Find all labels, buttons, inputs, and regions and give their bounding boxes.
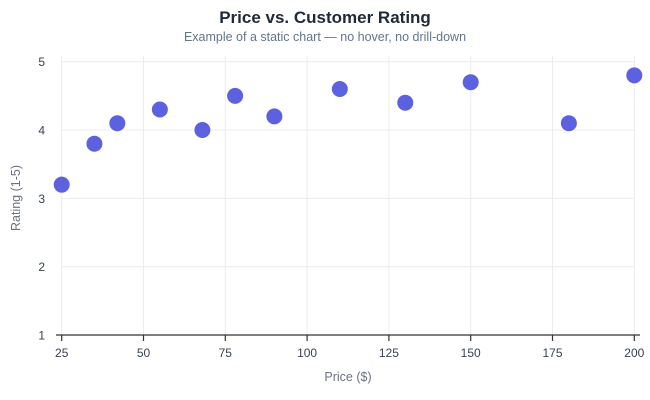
x-tick-label: 150 [461, 346, 481, 360]
x-tick-label: 50 [137, 346, 151, 360]
data-point [194, 122, 211, 139]
x-tick-label: 25 [55, 346, 69, 360]
y-tick-label: 3 [38, 192, 45, 206]
data-point [53, 176, 70, 193]
data-point [109, 115, 126, 132]
x-tick-label: 175 [542, 346, 562, 360]
chart-title: Price vs. Customer Rating [219, 8, 431, 27]
y-tick-label: 1 [38, 329, 45, 343]
data-point [462, 74, 479, 91]
data-point [560, 115, 577, 132]
data-point [86, 135, 103, 152]
data-point [331, 81, 348, 98]
chart-subtitle: Example of a static chart — no hover, no… [183, 30, 467, 44]
x-tick-label: 125 [379, 346, 399, 360]
y-tick-label: 2 [38, 260, 45, 274]
data-point [266, 108, 283, 125]
x-axis-label: Price ($) [324, 370, 372, 384]
y-axis-label: Rating (1-5) [9, 165, 23, 231]
data-point [227, 87, 244, 104]
data-point [397, 94, 414, 111]
x-tick-label: 200 [624, 346, 644, 360]
y-tick-label: 4 [38, 124, 45, 138]
data-point [626, 67, 643, 84]
x-tick-label: 75 [219, 346, 233, 360]
data-point [151, 101, 168, 118]
y-tick-label: 5 [38, 55, 45, 69]
x-tick-label: 100 [297, 346, 317, 360]
